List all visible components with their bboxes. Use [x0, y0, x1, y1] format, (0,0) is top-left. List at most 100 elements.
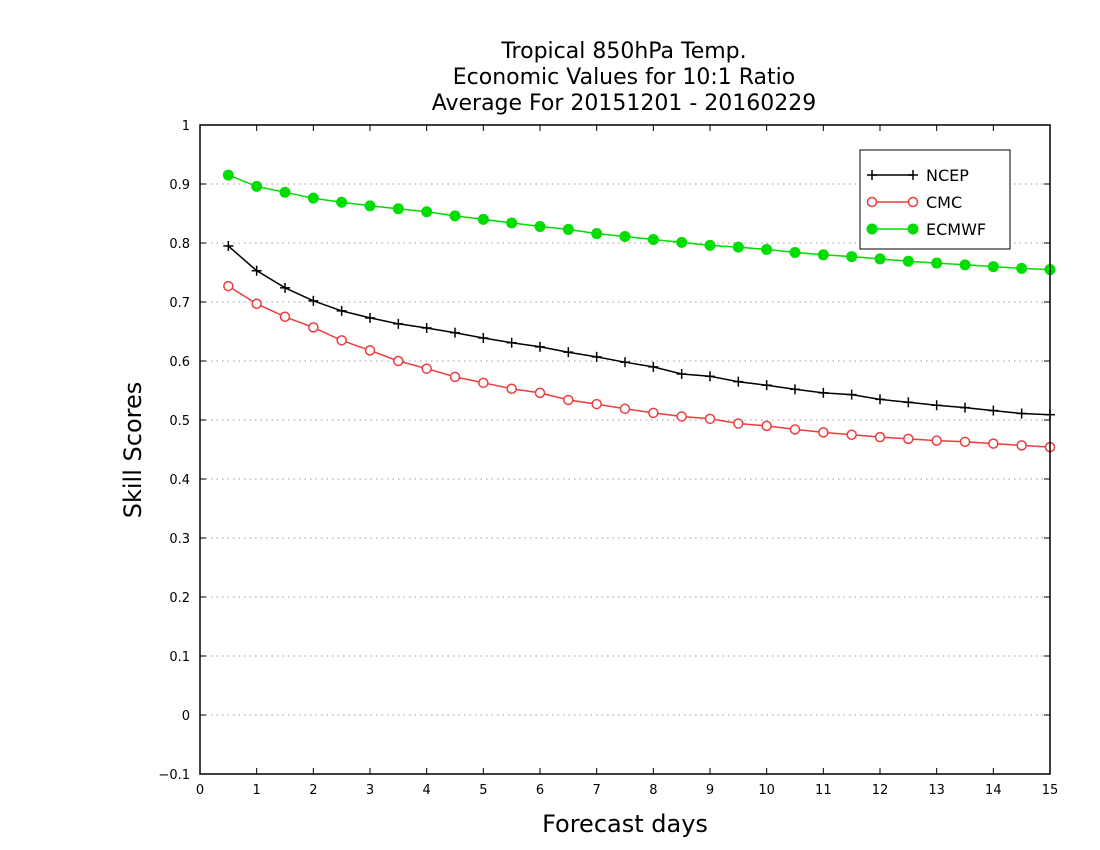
- data-point-ncep: [535, 341, 545, 352]
- data-point-cmc: [988, 438, 999, 449]
- series-cmc: [223, 280, 1056, 453]
- plot-area-frame: [199, 124, 1051, 775]
- legend-marker-ecmwf: [907, 223, 919, 235]
- data-point-cmc: [704, 413, 716, 425]
- data-point-ecmwf: [732, 241, 744, 253]
- data-point-ncep: [790, 384, 800, 395]
- x-tick-label: 8: [649, 783, 657, 798]
- data-point-ecmwf: [619, 231, 631, 243]
- y-tick-label: 0.4: [169, 473, 190, 488]
- x-tick-label: 7: [593, 783, 601, 798]
- data-point-ecmwf: [307, 192, 319, 204]
- legend-entry-ncep: NCEP: [867, 166, 969, 185]
- data-point-ncep: [251, 265, 262, 276]
- data-point-ecmwf: [817, 249, 829, 261]
- data-point-cmc: [1016, 440, 1027, 451]
- x-tick-label: 0: [196, 783, 204, 798]
- data-point-cmc: [648, 407, 659, 419]
- data-point-ncep: [875, 394, 885, 405]
- x-tick-label: 4: [423, 783, 431, 798]
- x-tick-label: 2: [309, 783, 317, 798]
- data-point-cmc: [393, 355, 404, 367]
- data-point-ecmwf: [534, 220, 546, 232]
- legend-entry-cmc: CMC: [866, 193, 962, 212]
- data-point-ncep: [988, 405, 999, 416]
- data-point-ecmwf: [874, 253, 886, 265]
- data-point-cmc: [563, 394, 574, 406]
- legend-label-cmc: CMC: [926, 193, 962, 212]
- x-tick-label: 9: [706, 783, 714, 798]
- x-tick-label: 6: [536, 783, 544, 798]
- data-point-cmc: [789, 424, 801, 435]
- y-tick-label: 0.2: [169, 591, 190, 606]
- data-point-ecmwf: [676, 236, 688, 248]
- data-point-cmc: [931, 435, 942, 446]
- chart-title-line-2: Economic Values for 10:1 Ratio: [453, 65, 795, 90]
- y-tick-label: 0.5: [169, 414, 190, 429]
- series-ncep: [223, 240, 1055, 420]
- data-point-ecmwf: [704, 239, 716, 251]
- x-tick-label: 12: [872, 783, 889, 798]
- data-point-ncep: [1016, 408, 1027, 419]
- x-tick-label: 13: [928, 783, 945, 798]
- data-point-ncep: [308, 295, 319, 306]
- data-point-ecmwf: [931, 257, 943, 269]
- data-point-cmc: [591, 398, 602, 410]
- series-layer: [222, 169, 1056, 453]
- data-point-ncep: [761, 380, 772, 391]
- data-point-cmc: [308, 322, 319, 333]
- data-point-ecmwf: [1016, 262, 1028, 274]
- data-point-ecmwf: [846, 251, 858, 263]
- legend-marker-cmc: [866, 196, 878, 208]
- chart-title-line-3: Average For 20151201 - 20160229: [432, 91, 817, 116]
- data-point-cmc: [903, 433, 914, 445]
- y-tick-label: 1: [182, 119, 190, 134]
- data-point-cmc: [449, 371, 461, 383]
- legend-marker-cmc: [907, 196, 919, 208]
- data-point-ncep: [960, 402, 970, 413]
- data-point-cmc: [534, 387, 546, 399]
- legend-entry-ecmwf: ECMWF: [866, 220, 986, 239]
- data-point-cmc: [761, 420, 772, 432]
- data-point-ecmwf: [392, 203, 404, 215]
- data-point-ncep: [846, 389, 857, 400]
- data-point-cmc: [478, 377, 489, 389]
- data-point-cmc: [959, 436, 971, 448]
- data-point-cmc: [818, 427, 829, 438]
- legend-marker-ecmwf: [866, 223, 878, 235]
- data-point-ecmwf: [279, 186, 291, 198]
- data-point-ecmwf: [902, 255, 914, 267]
- data-point-ncep: [336, 305, 347, 316]
- data-point-ncep: [648, 361, 659, 372]
- data-point-cmc: [279, 311, 291, 322]
- data-point-ncep: [450, 327, 460, 338]
- data-point-ncep: [620, 357, 630, 368]
- data-point-ncep: [705, 371, 715, 382]
- x-tick-label: 3: [366, 783, 374, 798]
- data-point-ncep: [931, 400, 942, 411]
- data-point-cmc: [506, 383, 517, 394]
- data-point-cmc: [874, 431, 886, 443]
- series-ecmwf: [222, 169, 1056, 276]
- data-point-ecmwf: [959, 259, 971, 271]
- data-point-cmc: [421, 363, 432, 374]
- data-point-ecmwf: [251, 180, 263, 192]
- data-point-cmc: [223, 280, 234, 292]
- x-tick-label: 1: [253, 783, 261, 798]
- data-point-ncep: [365, 312, 375, 323]
- x-axis-label: Forecast days: [542, 810, 708, 838]
- data-point-ecmwf: [421, 206, 433, 218]
- data-point-ncep: [676, 368, 687, 379]
- data-point-ncep: [591, 351, 602, 362]
- data-point-ecmwf: [789, 246, 801, 258]
- chart-title-line-1: Tropical 850hPa Temp.: [500, 39, 746, 64]
- data-point-ecmwf: [761, 243, 773, 255]
- x-tick-label: 15: [1042, 783, 1059, 798]
- x-tick-label: 10: [758, 783, 775, 798]
- data-point-ecmwf: [364, 200, 376, 212]
- legend-box: [859, 149, 1011, 250]
- data-point-ncep: [421, 322, 432, 333]
- y-tick-label: 0: [182, 709, 190, 724]
- chart-title: Tropical 850hPa Temp. Economic Values fo…: [432, 39, 817, 116]
